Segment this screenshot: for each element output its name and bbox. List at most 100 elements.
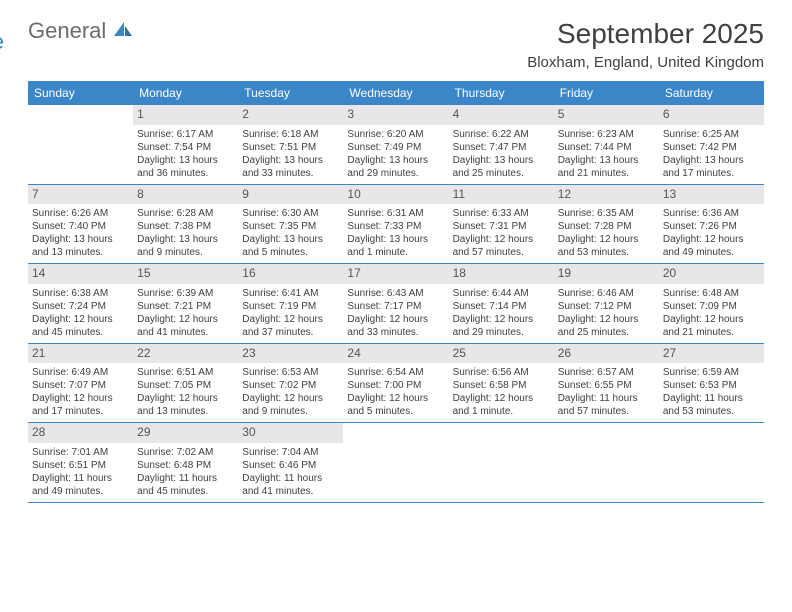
weekday-header: Saturday: [659, 81, 764, 105]
sunset-text: Sunset: 7:02 PM: [242, 379, 339, 392]
daylight-text: Daylight: 11 hours and 41 minutes.: [242, 472, 339, 498]
daylight-text: Daylight: 11 hours and 49 minutes.: [32, 472, 129, 498]
day-number: 5: [554, 105, 659, 125]
sunrise-text: Sunrise: 6:36 AM: [663, 207, 760, 220]
sunset-text: Sunset: 6:58 PM: [453, 379, 550, 392]
sunrise-text: Sunrise: 6:51 AM: [137, 366, 234, 379]
sunrise-text: Sunrise: 6:49 AM: [32, 366, 129, 379]
sunrise-text: Sunrise: 7:01 AM: [32, 446, 129, 459]
brand-logo: General Blue: [28, 18, 136, 44]
day-number: 8: [133, 185, 238, 205]
day-number: 10: [343, 185, 448, 205]
daylight-text: Daylight: 12 hours and 17 minutes.: [32, 392, 129, 418]
sunrise-text: Sunrise: 6:33 AM: [453, 207, 550, 220]
sunset-text: Sunset: 7:26 PM: [663, 220, 760, 233]
daylight-text: Daylight: 13 hours and 36 minutes.: [137, 154, 234, 180]
logo-sail-icon: [108, 18, 134, 44]
sunrise-text: Sunrise: 6:25 AM: [663, 128, 760, 141]
calendar-cell: 29Sunrise: 7:02 AMSunset: 6:48 PMDayligh…: [133, 423, 238, 502]
calendar-week: 7Sunrise: 6:26 AMSunset: 7:40 PMDaylight…: [28, 185, 764, 265]
day-number: 20: [659, 264, 764, 284]
calendar-cell-empty: [343, 423, 448, 502]
sunset-text: Sunset: 6:51 PM: [32, 459, 129, 472]
calendar-cell: 19Sunrise: 6:46 AMSunset: 7:12 PMDayligh…: [554, 264, 659, 343]
calendar-cell: 12 Sunrise: 6:35 AMSunset: 7:28 PMDayligh…: [554, 185, 659, 264]
day-number: 24: [343, 344, 448, 364]
calendar-cell: 23Sunrise: 6:53 AMSunset: 7:02 PMDayligh…: [238, 344, 343, 423]
sunset-text: Sunset: 7:12 PM: [558, 300, 655, 313]
calendar-cell: 9Sunrise: 6:30 AMSunset: 7:35 PMDaylight…: [238, 185, 343, 264]
day-number: 12: [554, 185, 659, 205]
day-number: 23: [238, 344, 343, 364]
sunset-text: Sunset: 7:54 PM: [137, 141, 234, 154]
calendar-cell: 21 Sunrise: 6:49 AMSunset: 7:07 PMDayligh…: [28, 344, 133, 423]
sunrise-text: Sunrise: 6:28 AM: [137, 207, 234, 220]
sunrise-text: Sunrise: 6:26 AM: [32, 207, 129, 220]
daylight-text: Daylight: 12 hours and 13 minutes.: [137, 392, 234, 418]
sunrise-text: Sunrise: 6:54 AM: [347, 366, 444, 379]
day-number: 11: [449, 185, 554, 205]
daylight-text: Daylight: 12 hours and 33 minutes.: [347, 313, 444, 339]
sunrise-text: Sunrise: 7:04 AM: [242, 446, 339, 459]
sunrise-text: Sunrise: 6:35 AM: [558, 207, 655, 220]
daylight-text: Daylight: 13 hours and 33 minutes.: [242, 154, 339, 180]
sunrise-text: Sunrise: 6:48 AM: [663, 287, 760, 300]
sunset-text: Sunset: 7:47 PM: [453, 141, 550, 154]
title-block: September 2025 Bloxham, England, United …: [527, 18, 764, 71]
sunset-text: Sunset: 7:35 PM: [242, 220, 339, 233]
sunrise-text: Sunrise: 6:22 AM: [453, 128, 550, 141]
calendar-cell-empty: [449, 423, 554, 502]
day-number: 7: [28, 185, 133, 205]
day-number: 28: [28, 423, 133, 443]
sunrise-text: Sunrise: 6:43 AM: [347, 287, 444, 300]
sunset-text: Sunset: 7:33 PM: [347, 220, 444, 233]
sunset-text: Sunset: 7:17 PM: [347, 300, 444, 313]
daylight-text: Daylight: 12 hours and 53 minutes.: [558, 233, 655, 259]
calendar-cell-empty: [554, 423, 659, 502]
sunrise-text: Sunrise: 6:38 AM: [32, 287, 129, 300]
day-number: 30: [238, 423, 343, 443]
sunrise-text: Sunrise: 6:30 AM: [242, 207, 339, 220]
day-number: 15: [133, 264, 238, 284]
calendar-cell: 22 Sunrise: 6:51 AMSunset: 7:05 PMDayligh…: [133, 344, 238, 423]
sunset-text: Sunset: 7:28 PM: [558, 220, 655, 233]
sunset-text: Sunset: 6:48 PM: [137, 459, 234, 472]
sunset-text: Sunset: 7:19 PM: [242, 300, 339, 313]
calendar-cell: 7Sunrise: 6:26 AMSunset: 7:40 PMDaylight…: [28, 185, 133, 264]
calendar-cell: 5Sunrise: 6:23 AMSunset: 7:44 PMDaylight…: [554, 105, 659, 184]
logo-word-1: General: [28, 18, 106, 44]
calendar-cell: 25Sunrise: 6:56 AMSunset: 6:58 PMDayligh…: [449, 344, 554, 423]
sunset-text: Sunset: 7:51 PM: [242, 141, 339, 154]
calendar-cell: 17 Sunrise: 6:43 AMSunset: 7:17 PMDayligh…: [343, 264, 448, 343]
location-subtitle: Bloxham, England, United Kingdom: [527, 54, 764, 71]
sunrise-text: Sunrise: 6:23 AM: [558, 128, 655, 141]
sunset-text: Sunset: 7:14 PM: [453, 300, 550, 313]
daylight-text: Daylight: 12 hours and 37 minutes.: [242, 313, 339, 339]
calendar-cell-empty: [659, 423, 764, 502]
sunset-text: Sunset: 7:21 PM: [137, 300, 234, 313]
day-number: 25: [449, 344, 554, 364]
day-number: 22: [133, 344, 238, 364]
sunset-text: Sunset: 7:07 PM: [32, 379, 129, 392]
daylight-text: Daylight: 12 hours and 57 minutes.: [453, 233, 550, 259]
day-number: 6: [659, 105, 764, 125]
sunrise-text: Sunrise: 6:44 AM: [453, 287, 550, 300]
day-number: 14: [28, 264, 133, 284]
calendar-week: 1Sunrise: 6:17 AMSunset: 7:54 PMDaylight…: [28, 105, 764, 185]
sunset-text: Sunset: 7:05 PM: [137, 379, 234, 392]
daylight-text: Daylight: 12 hours and 45 minutes.: [32, 313, 129, 339]
daylight-text: Daylight: 11 hours and 57 minutes.: [558, 392, 655, 418]
weekday-header: Monday: [133, 81, 238, 105]
day-number: 18: [449, 264, 554, 284]
daylight-text: Daylight: 13 hours and 29 minutes.: [347, 154, 444, 180]
calendar-cell: 28 Sunrise: 7:01 AMSunset: 6:51 PMDayligh…: [28, 423, 133, 502]
weekday-header: Friday: [554, 81, 659, 105]
sunset-text: Sunset: 7:42 PM: [663, 141, 760, 154]
calendar-cell-empty: [28, 105, 133, 184]
daylight-text: Daylight: 11 hours and 53 minutes.: [663, 392, 760, 418]
sunset-text: Sunset: 7:44 PM: [558, 141, 655, 154]
day-number: 17: [343, 264, 448, 284]
daylight-text: Daylight: 13 hours and 17 minutes.: [663, 154, 760, 180]
sunset-text: Sunset: 7:31 PM: [453, 220, 550, 233]
day-number: 21: [28, 344, 133, 364]
